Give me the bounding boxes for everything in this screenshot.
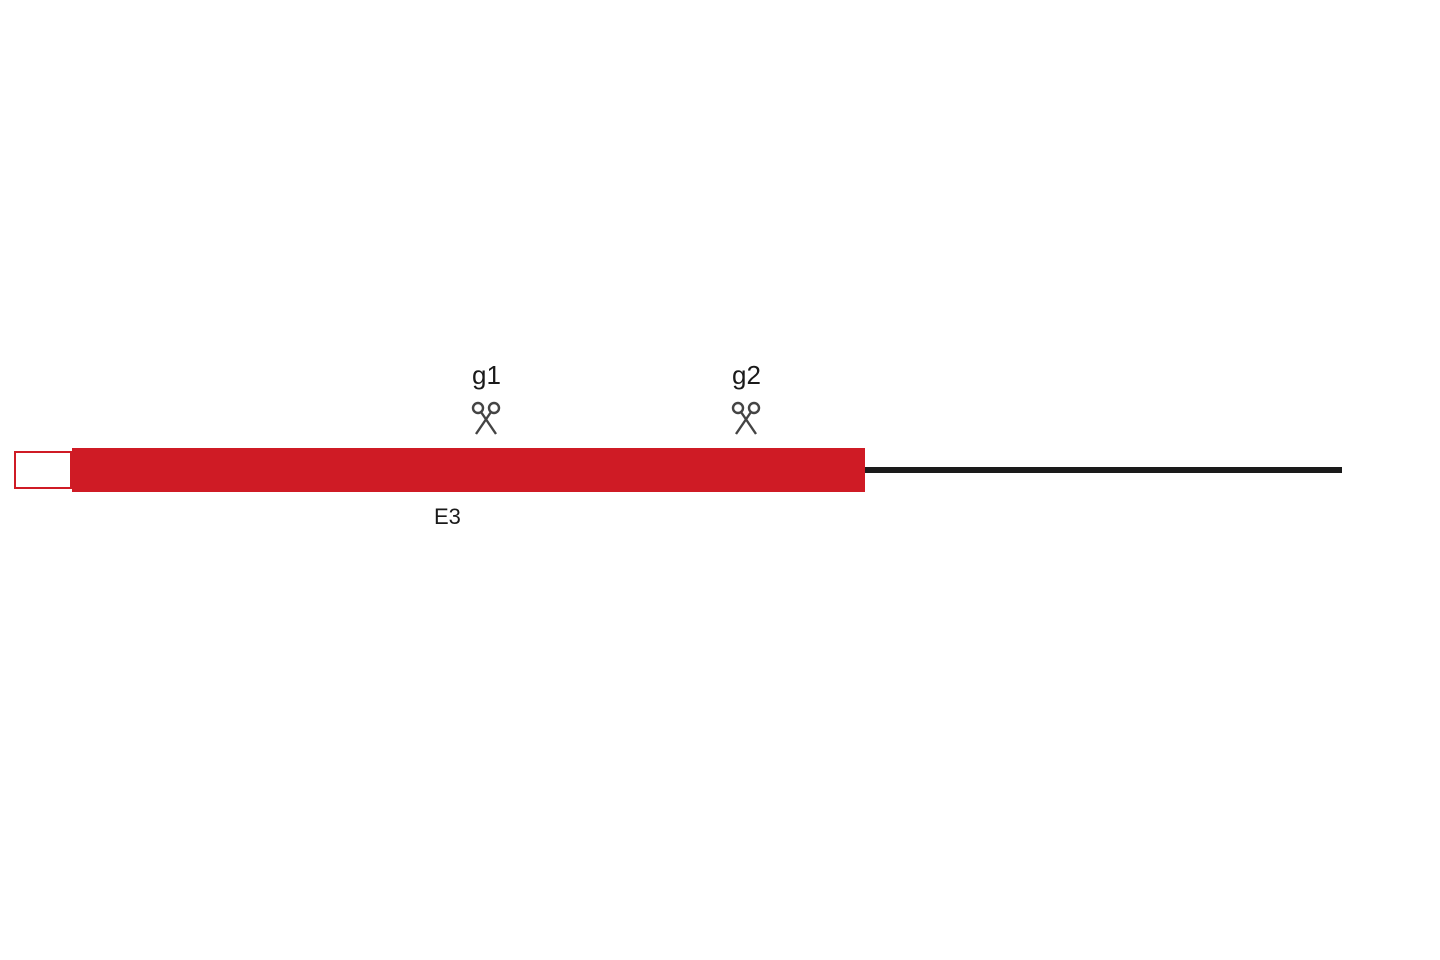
- scissors-icon: [470, 400, 506, 436]
- diagram-canvas: E3 g1 g2: [0, 0, 1440, 960]
- guide-g1-label: g1: [472, 360, 501, 391]
- exon-utr-leader: [14, 451, 72, 489]
- exon-e3: [72, 448, 865, 492]
- scissors-icon: [730, 400, 766, 436]
- exon-label: E3: [434, 504, 461, 530]
- guide-g2-label: g2: [732, 360, 761, 391]
